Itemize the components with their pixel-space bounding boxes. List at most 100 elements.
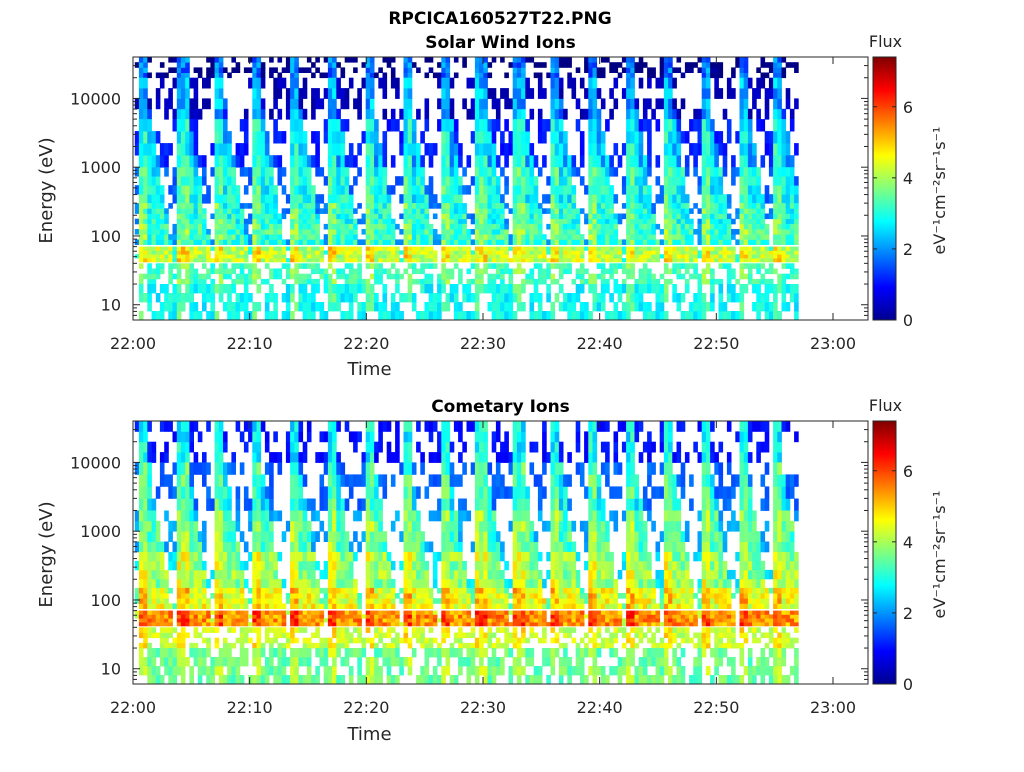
heatmap-cell	[215, 311, 220, 320]
heatmap-cell	[630, 155, 635, 167]
heatmap-cell	[425, 284, 430, 293]
heatmap-cell	[278, 511, 283, 522]
heatmap-cell	[639, 224, 644, 230]
heatmap-cell	[546, 176, 551, 185]
heatmap-cell	[744, 98, 749, 109]
heatmap-cell	[483, 131, 488, 143]
heatmap-cell	[693, 203, 698, 209]
heatmap-cell	[609, 311, 614, 320]
heatmap-cell	[576, 254, 581, 258]
heatmap-cell	[429, 284, 434, 293]
heatmap-cell	[672, 224, 677, 230]
heatmap-cell	[471, 293, 476, 302]
heatmap-cell	[269, 627, 274, 633]
heatmap-cell	[278, 57, 283, 63]
heatmap-cell	[147, 598, 152, 604]
heatmap-cell	[181, 224, 186, 230]
heatmap-cell	[198, 73, 203, 79]
heatmap-cell	[147, 421, 152, 432]
heatmap-cell	[475, 229, 480, 235]
heatmap-cell	[143, 542, 148, 553]
heatmap-cell	[551, 247, 556, 251]
heatmap-cell	[777, 224, 782, 230]
heatmap-cell	[698, 234, 703, 240]
heatmap-cell	[475, 109, 480, 120]
heatmap-cell	[563, 208, 568, 214]
heatmap-cell	[597, 176, 602, 185]
heatmap-cell	[299, 219, 304, 225]
heatmap-cell	[630, 67, 635, 73]
heatmap-cell	[173, 627, 178, 633]
heatmap-cell	[702, 98, 707, 109]
heatmap-cell	[147, 666, 152, 675]
heatmap-cell	[672, 293, 677, 302]
heatmap-cell	[135, 588, 140, 594]
heatmap-cell	[576, 269, 581, 275]
heatmap-cell	[572, 78, 577, 89]
heatmap-cell	[311, 258, 316, 262]
heatmap-cell	[299, 208, 304, 214]
heatmap-cell	[782, 167, 787, 176]
heatmap-cell	[152, 239, 157, 245]
heatmap-cell	[269, 474, 274, 486]
heatmap-cell	[370, 208, 375, 214]
heatmap-cell	[181, 119, 186, 131]
heatmap-cell	[156, 561, 161, 570]
heatmap-cell	[324, 176, 329, 185]
heatmap-cell	[635, 119, 640, 131]
heatmap-cell	[664, 131, 669, 143]
heatmap-cell	[534, 185, 539, 194]
heatmap-cell	[492, 219, 497, 225]
heatmap-cell	[185, 561, 190, 570]
heatmap-cell	[794, 62, 799, 68]
heatmap-cell	[219, 258, 224, 262]
heatmap-cell	[286, 88, 291, 99]
heatmap-cell	[626, 62, 631, 68]
heatmap-cell	[756, 167, 761, 176]
heatmap-cell	[240, 633, 245, 639]
heatmap-cell	[752, 194, 757, 203]
heatmap-cell	[202, 78, 207, 89]
heatmap-cell	[278, 611, 283, 615]
heatmap-cell	[273, 622, 278, 626]
heatmap-cell	[706, 302, 711, 311]
heatmap-cell	[500, 167, 505, 176]
heatmap-cell	[181, 421, 186, 432]
heatmap-cell	[710, 67, 715, 73]
heatmap-cell	[467, 279, 472, 285]
heatmap-cell	[496, 239, 501, 245]
heatmap-cell	[177, 561, 182, 570]
heatmap-cell	[794, 239, 799, 245]
heatmap-cell	[668, 98, 673, 109]
heatmap-cell	[320, 239, 325, 245]
heatmap-cell	[714, 143, 719, 155]
heatmap-cell	[202, 98, 207, 109]
heatmap-cell	[252, 239, 257, 245]
heatmap-cell	[261, 511, 266, 522]
heatmap-cell	[622, 284, 627, 293]
heatmap-cell	[530, 250, 535, 254]
heatmap-cell	[332, 247, 337, 251]
heatmap-cell	[425, 247, 430, 251]
heatmap-cell	[252, 176, 257, 185]
heatmap-cell	[555, 279, 560, 285]
heatmap-cell	[156, 486, 161, 498]
heatmap-cell	[215, 214, 220, 220]
heatmap-cell	[635, 279, 640, 285]
heatmap-cell	[496, 274, 501, 280]
heatmap-cell	[164, 234, 169, 240]
heatmap-cell	[777, 119, 782, 131]
heatmap-cell	[748, 229, 753, 235]
heatmap-cell	[559, 258, 564, 262]
heatmap-cell	[223, 119, 228, 131]
heatmap-cell	[164, 293, 169, 302]
heatmap-cell	[597, 185, 602, 194]
heatmap-cell	[147, 73, 152, 79]
heatmap-cell	[198, 633, 203, 639]
heatmap-cell	[790, 258, 795, 262]
heatmap-cell	[786, 167, 791, 176]
heatmap-cell	[269, 618, 274, 622]
heatmap-cell	[265, 176, 270, 185]
heatmap-cell	[189, 648, 194, 657]
heatmap-cells	[135, 421, 799, 684]
